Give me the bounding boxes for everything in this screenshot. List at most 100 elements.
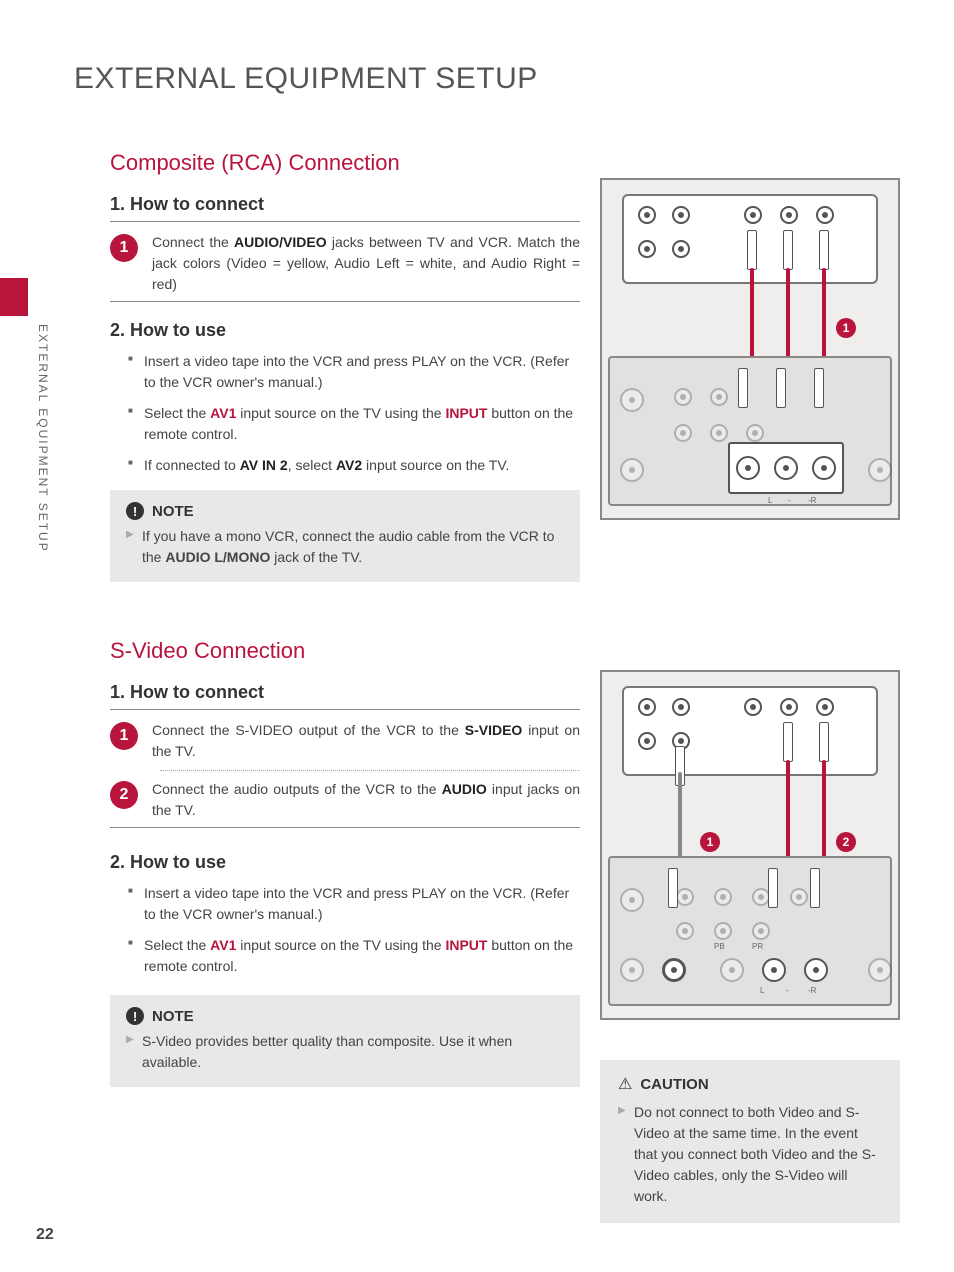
list-item: Insert a video tape into the VCR and pre… — [128, 883, 580, 925]
jack-icon — [672, 206, 690, 224]
l-label: L — [768, 496, 772, 505]
rca-section-title: Composite (RCA) Connection — [110, 150, 580, 176]
dash-label: - — [788, 496, 791, 505]
side-accent-tab — [0, 278, 28, 316]
dotted-divider — [160, 770, 580, 771]
page-title: EXTERNAL EQUIPMENT SETUP — [74, 62, 538, 96]
text: Select the — [144, 405, 210, 421]
jack-icon — [676, 922, 694, 940]
text: Connect the — [152, 234, 234, 250]
plug-icon — [776, 368, 786, 408]
av1-label: AV1 — [210, 405, 236, 421]
jack-icon — [674, 388, 692, 406]
info-icon: ! — [126, 502, 144, 520]
jack-icon — [672, 240, 690, 258]
text: Connect the audio outputs of the VCR to … — [152, 781, 442, 797]
jack-icon — [868, 458, 892, 482]
rca-connection-diagram: 1 L - -R — [600, 178, 900, 520]
text: jack of the TV. — [270, 549, 362, 565]
svideo-note-box: ! NOTE S-Video provides better quality t… — [110, 995, 580, 1087]
divider — [110, 827, 580, 828]
audio-l-mono-label: AUDIO L/MONO — [165, 549, 270, 565]
list-item: Select the AV1 input source on the TV us… — [128, 935, 580, 977]
warning-icon: ⚠ — [618, 1074, 632, 1094]
input-label: INPUT — [445, 405, 487, 421]
jack-icon — [638, 698, 656, 716]
vcr-panel — [622, 686, 878, 776]
diagram-badge-1: 1 — [700, 832, 720, 852]
text: If connected to — [144, 457, 240, 473]
svideo-section-title: S-Video Connection — [110, 638, 580, 664]
jack-icon — [744, 698, 762, 716]
jack-icon — [812, 456, 836, 480]
jack-icon — [620, 888, 644, 912]
rca-step-1: 1 Connect the AUDIO/VIDEO jacks between … — [110, 232, 580, 295]
svideo-use-list: Insert a video tape into the VCR and pre… — [128, 883, 580, 977]
main-content: Composite (RCA) Connection 1. How to con… — [110, 150, 580, 1087]
text: input source on the TV using the — [236, 405, 445, 421]
input-label: INPUT — [445, 937, 487, 953]
pb-label: PB — [714, 942, 725, 951]
step-badge-1: 1 — [110, 722, 138, 750]
av2-label: AV2 — [336, 457, 362, 473]
jack-icon — [790, 888, 808, 906]
note-header: ! NOTE — [126, 1007, 564, 1025]
divider — [110, 221, 580, 222]
svideo-jack-icon — [662, 958, 686, 982]
jack-icon — [744, 206, 762, 224]
text: , select — [288, 457, 336, 473]
plug-icon — [768, 868, 778, 908]
caution-title: CAUTION — [640, 1076, 708, 1093]
svideo-step-2: 2 Connect the audio outputs of the VCR t… — [110, 779, 580, 821]
page-number: 22 — [36, 1226, 54, 1244]
text: input source on the TV. — [362, 457, 509, 473]
jack-icon — [762, 958, 786, 982]
jack-icon — [780, 698, 798, 716]
jack-icon — [816, 206, 834, 224]
svideo-step-1: 1 Connect the S-VIDEO output of the VCR … — [110, 720, 580, 762]
list-item: Select the AV1 input source on the TV us… — [128, 403, 580, 445]
l-label: L — [760, 986, 764, 995]
side-section-label: EXTERNAL EQUIPMENT SETUP — [36, 324, 50, 553]
jack-icon — [638, 732, 656, 750]
divider — [110, 301, 580, 302]
text: input source on the TV using the — [236, 937, 445, 953]
jack-icon — [714, 888, 732, 906]
step-badge-2: 2 — [110, 781, 138, 809]
svideo-use-heading: 2. How to use — [110, 852, 580, 873]
jack-icon — [672, 698, 690, 716]
jack-icon — [620, 958, 644, 982]
r-label: -R — [808, 496, 816, 505]
jack-icon — [774, 456, 798, 480]
plug-icon — [814, 368, 824, 408]
rca-note-box: ! NOTE If you have a mono VCR, connect t… — [110, 490, 580, 582]
text: Select the — [144, 937, 210, 953]
plug-icon — [783, 722, 793, 762]
jack-icon — [710, 424, 728, 442]
cable-icon — [786, 760, 790, 870]
note-body: If you have a mono VCR, connect the audi… — [126, 526, 564, 568]
av-in-group — [728, 442, 844, 494]
avin2-label: AV IN 2 — [240, 457, 288, 473]
jack-icon — [804, 958, 828, 982]
jack-icon — [638, 240, 656, 258]
list-item: Insert a video tape into the VCR and pre… — [128, 351, 580, 393]
plug-icon — [738, 368, 748, 408]
rca-use-heading: 2. How to use — [110, 320, 580, 341]
rca-use-list: Insert a video tape into the VCR and pre… — [128, 351, 580, 476]
tv-panel: L - -R — [608, 356, 892, 506]
caution-box: ⚠ CAUTION Do not connect to both Video a… — [600, 1060, 900, 1223]
jack-icon — [710, 388, 728, 406]
rca-connect-heading: 1. How to connect — [110, 194, 580, 215]
list-item: If connected to AV IN 2, select AV2 inpu… — [128, 455, 580, 476]
jack-icon — [720, 958, 744, 982]
jack-icon — [736, 456, 760, 480]
jack-icon — [674, 424, 692, 442]
note-title: NOTE — [152, 503, 194, 520]
plug-icon — [819, 722, 829, 762]
jack-icon — [752, 922, 770, 940]
jack-icon — [714, 922, 732, 940]
audio-video-label: AUDIO/VIDEO — [234, 234, 327, 250]
jack-icon — [816, 698, 834, 716]
av1-label: AV1 — [210, 937, 236, 953]
